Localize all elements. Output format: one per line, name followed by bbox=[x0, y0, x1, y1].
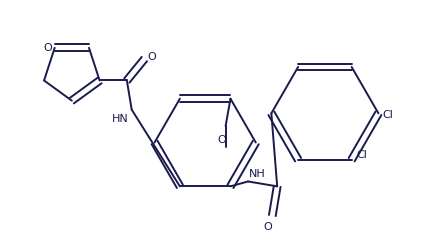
Text: O: O bbox=[44, 43, 52, 53]
Text: HN: HN bbox=[112, 114, 129, 124]
Text: O: O bbox=[217, 135, 226, 145]
Text: NH: NH bbox=[249, 169, 266, 179]
Text: O: O bbox=[148, 52, 157, 62]
Text: Cl: Cl bbox=[356, 150, 367, 160]
Text: Cl: Cl bbox=[383, 110, 393, 120]
Text: O: O bbox=[263, 222, 272, 232]
